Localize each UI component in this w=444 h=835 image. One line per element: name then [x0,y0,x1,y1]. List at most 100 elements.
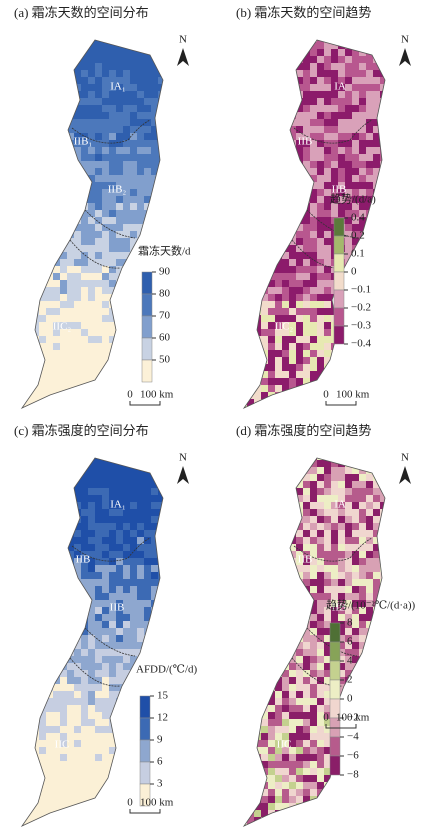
map-cell [123,329,131,337]
map-cell [338,803,346,811]
map-cell [95,481,103,489]
map-cell [109,287,117,295]
map-cell [303,691,311,699]
map-cell [289,572,297,580]
map-cell [268,399,276,407]
map-cell [74,294,82,302]
map-cell [247,628,255,636]
map-cell [289,712,297,720]
map-cell [46,84,54,92]
map-cell [137,91,145,99]
map-cell [25,133,33,141]
map-cell [109,803,117,811]
map-cell [67,458,75,461]
map-cell [116,593,124,601]
map-cell [352,210,360,218]
map-cell [151,259,159,267]
map-cell [109,635,117,643]
map-cell [32,259,40,267]
map-cell [373,168,381,176]
map-cell [366,537,374,545]
map-cell [345,509,353,517]
map-cell [289,371,297,379]
map-cell [310,224,318,232]
map-cell [123,663,131,671]
map-cell [25,579,33,587]
map-cell [144,154,152,162]
map-cell [366,63,374,71]
map-cell [116,642,124,650]
map-cell [310,663,318,671]
map-cell [261,726,269,734]
map-cell [32,84,40,92]
map-cell [338,488,346,496]
map-cell [275,98,283,106]
map-cell [67,572,75,580]
map-cell [25,719,33,727]
map-cell [144,656,152,664]
map-cell [345,56,353,64]
map-cell [254,698,262,706]
map-cell [282,467,290,475]
map-cell [32,579,40,587]
map-cell [359,266,367,274]
map-cell [81,238,89,246]
map-cell [74,488,82,496]
map-cell [317,308,325,316]
map-cell [144,175,152,183]
map-cell [116,238,124,246]
map-cell [165,810,172,817]
map-cell [331,467,339,475]
map-cell [137,105,145,113]
map-cell [123,40,131,43]
scale-label: 100 km [140,389,174,401]
map-cell [39,40,47,43]
map-cell [165,474,172,481]
map-cell [60,726,68,734]
map-cell [151,789,159,797]
map-cell [310,558,318,566]
map-cell [95,502,103,510]
map-cell [373,558,381,566]
map-cell [151,105,159,113]
map-cell [244,140,248,148]
map-cell [25,789,33,797]
map-cell [268,523,276,531]
map-cell [324,817,332,825]
map-cell [25,126,33,134]
map-cell [289,91,297,99]
map-cell [158,343,163,351]
map-cell [247,63,255,71]
map-cell [331,481,339,489]
map-cell [116,77,124,85]
map-cell [158,495,163,503]
map-cell [324,161,332,169]
map-cell [324,329,332,337]
map-cell [67,315,75,323]
map-cell [81,565,89,573]
map-cell [39,308,47,316]
map-cell [109,217,117,225]
map-cell [380,817,385,825]
map-cell [289,488,297,496]
map-cell [39,481,47,489]
map-cell [151,467,159,475]
map-cell [53,364,61,372]
map-cell [380,775,385,783]
map-cell [25,98,33,106]
map-cell [247,488,255,496]
map-cell [366,509,374,517]
map-cell [25,817,33,825]
map-cell [296,105,304,113]
map-cell [102,406,110,408]
map-cell [137,210,145,218]
map-cell [373,810,381,818]
map-cell [151,154,159,162]
map-cell [60,77,68,85]
legend-tick-label: 80 [159,288,171,300]
map-cell [373,280,381,288]
map-cell [74,392,82,400]
map-cell [25,614,33,622]
map-cell [60,140,68,148]
map-cell [109,154,117,162]
